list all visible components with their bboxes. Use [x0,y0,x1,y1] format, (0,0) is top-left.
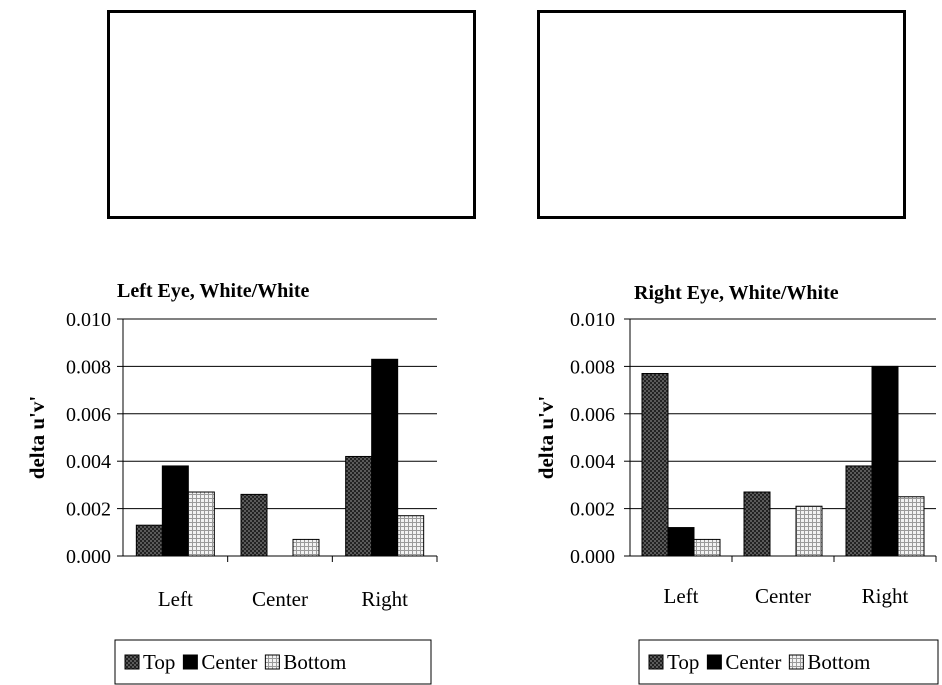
legend-label-center: Center [725,650,781,674]
x-category-label: Right [361,587,408,611]
bar-center-left [161,465,189,557]
legend-swatch-center [182,654,198,670]
y-tick-label: 0.006 [570,404,615,426]
legend-label-center: Center [201,650,257,674]
right-eye-image-placeholder [537,10,906,219]
y-axis-label: delta u'v' [534,396,558,479]
bar-center-left [667,527,695,557]
x-category-label: Left [158,587,193,611]
legend-label-top: Top [667,650,699,674]
legend-swatch-bottom [788,654,804,670]
chart-left-eye: Left Eye, White/White 0.000 0.002 0.004 0.00… [25,280,438,685]
y-tick-label: 0.010 [66,309,111,331]
y-tick-label: 0.004 [66,451,111,473]
bar-top-left [135,524,163,557]
chart-title: Left Eye, White/White [117,280,310,302]
bar-bottom-center [795,505,823,557]
bar-center-right [371,358,399,557]
chart-right-eye: Right Eye, White/White 0.000 0.002 0.004 0.0… [534,282,939,685]
legend: Top Center Bottom [638,639,939,685]
y-tick-label: 0.002 [66,499,111,521]
y-axis-label: delta u'v' [25,396,49,479]
legend-label-bottom: Bottom [807,650,870,674]
y-tick-label: 0.000 [570,546,615,568]
bar-top-center [240,493,268,557]
legend-label-bottom: Bottom [283,650,346,674]
x-category-label: Right [862,584,909,608]
y-tick-label: 0.008 [570,356,615,378]
legend: Top Center Bottom [114,639,432,685]
legend-swatch-top [648,654,664,670]
legend-label-top: Top [143,650,175,674]
bar-bottom-left [187,491,215,557]
bar-bottom-center [292,538,320,557]
x-category-label: Center [252,587,308,611]
bar-top-left [641,373,669,557]
chart-title: Right Eye, White/White [634,282,839,304]
x-category-label: Center [755,584,811,608]
y-tick-label: 0.002 [570,499,615,521]
bar-top-right [845,465,873,557]
bar-center-right [871,365,899,557]
left-eye-image-placeholder [107,10,476,219]
legend-swatch-top [124,654,140,670]
y-tick-label: 0.006 [66,404,111,426]
y-tick-label: 0.000 [66,546,111,568]
bar-top-center [743,491,771,557]
y-tick-label: 0.004 [570,451,615,473]
legend-box [638,639,939,685]
bar-top-right [345,455,373,557]
legend-swatch-center [706,654,722,670]
y-tick-label: 0.008 [66,356,111,378]
legend-swatch-bottom [264,654,280,670]
x-category-label: Left [664,584,699,608]
bar-bottom-right [897,496,925,557]
bar-bottom-right [397,515,425,557]
bar-bottom-left [693,538,721,557]
y-tick-label: 0.010 [570,309,615,331]
